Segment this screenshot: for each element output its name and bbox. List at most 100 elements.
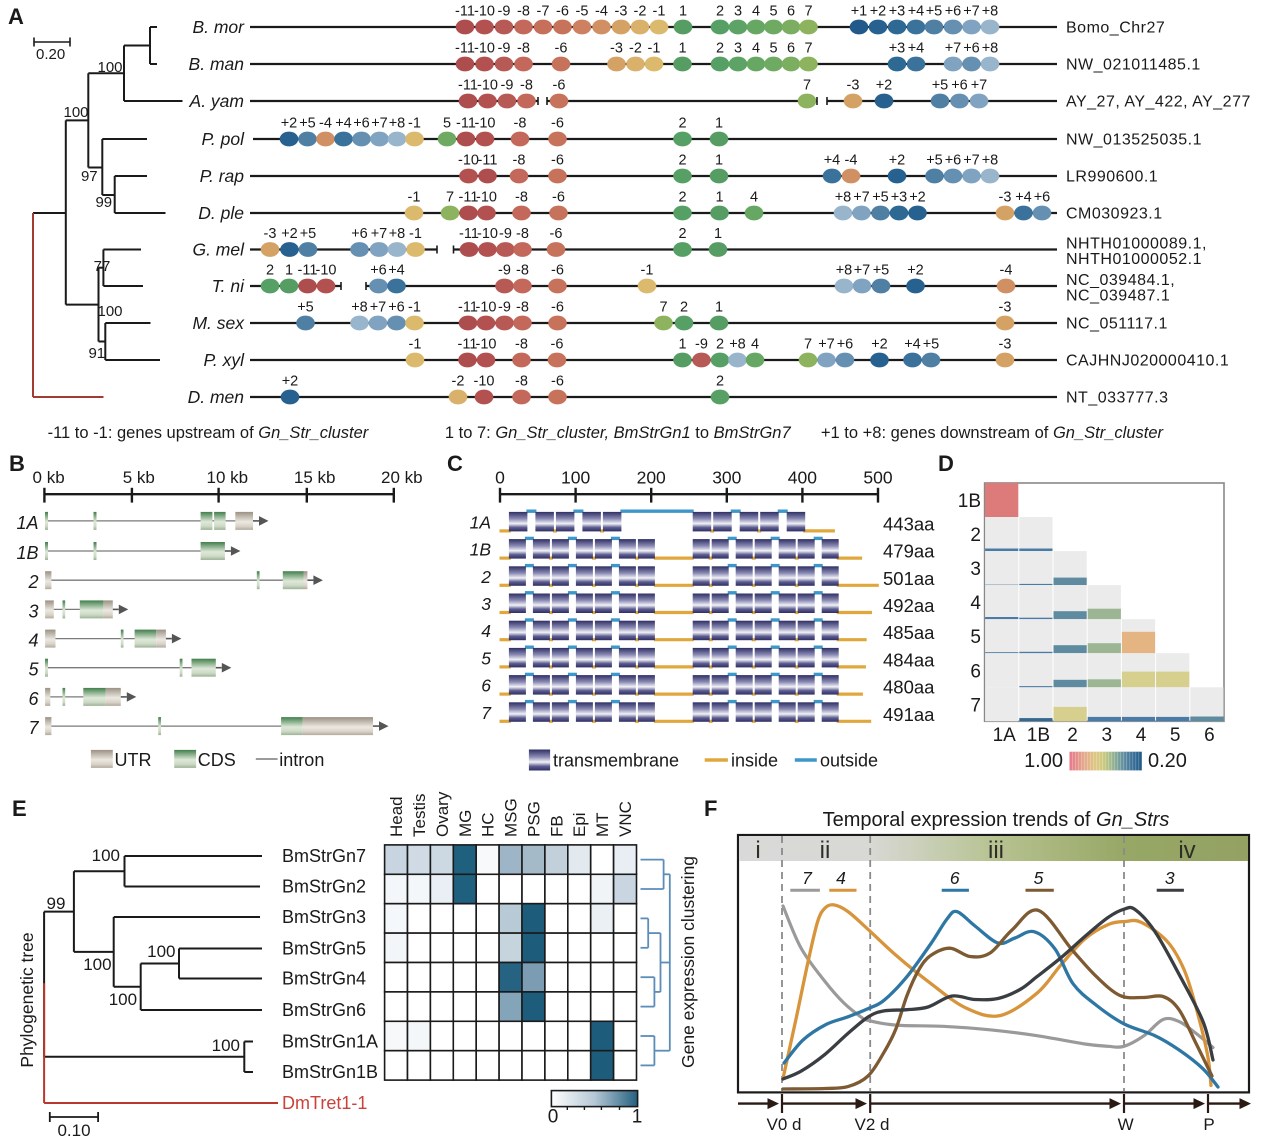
svg-text:2: 2 <box>1067 725 1078 746</box>
svg-text:+6: +6 <box>388 300 405 316</box>
svg-text:P. pol: P. pol <box>202 129 246 149</box>
svg-text:AY_27, AY_422, AY_277: AY_27, AY_422, AY_277 <box>1066 94 1251 111</box>
svg-text:+5: +5 <box>872 190 889 206</box>
svg-text:B. man: B. man <box>189 54 244 74</box>
svg-text:-8: -8 <box>516 226 529 242</box>
svg-text:6: 6 <box>481 676 491 696</box>
svg-text:W: W <box>1118 1115 1134 1134</box>
svg-text:iv: iv <box>1178 837 1195 864</box>
svg-text:100: 100 <box>83 955 111 974</box>
svg-text:0.10: 0.10 <box>57 1121 90 1140</box>
svg-text:300: 300 <box>712 468 741 488</box>
svg-text:-11: -11 <box>455 4 475 20</box>
svg-text:C: C <box>447 451 463 476</box>
svg-text:-3: -3 <box>999 337 1012 353</box>
svg-text:2: 2 <box>678 153 686 169</box>
svg-text:1: 1 <box>714 226 722 242</box>
svg-text:91: 91 <box>88 345 105 362</box>
svg-text:-10: -10 <box>474 41 495 57</box>
svg-text:-10: -10 <box>476 300 497 316</box>
svg-text:+4: +4 <box>335 116 352 132</box>
svg-text:-1: -1 <box>409 226 422 242</box>
svg-text:+4: +4 <box>824 153 841 169</box>
svg-text:-6: -6 <box>556 4 569 20</box>
svg-text:+5: +5 <box>932 78 949 94</box>
svg-text:-6: -6 <box>555 41 568 57</box>
svg-text:2: 2 <box>716 374 724 390</box>
svg-text:+7: +7 <box>371 226 388 242</box>
svg-text:BmStrGn1A: BmStrGn1A <box>282 1032 378 1052</box>
svg-text:-7: -7 <box>537 4 550 20</box>
svg-text:-3: -3 <box>999 300 1012 316</box>
svg-text:-11 to -1: genes upstream of G: -11 to -1: genes upstream of Gn_Str_clus… <box>48 424 370 442</box>
svg-text:6: 6 <box>28 689 39 709</box>
svg-text:BmStrGn6: BmStrGn6 <box>282 1000 366 1020</box>
svg-text:5: 5 <box>481 648 491 668</box>
svg-text:-8: -8 <box>516 263 529 279</box>
svg-text:+7: +7 <box>963 4 980 20</box>
svg-text:4: 4 <box>752 41 760 57</box>
svg-text:1: 1 <box>715 300 723 316</box>
svg-text:BmStrGn5: BmStrGn5 <box>282 939 366 959</box>
svg-text:6: 6 <box>950 868 960 888</box>
svg-text:+8: +8 <box>836 263 853 279</box>
svg-text:4: 4 <box>751 337 759 353</box>
svg-text:DmTret1-1: DmTret1-1 <box>282 1093 367 1113</box>
svg-text:-4: -4 <box>845 153 858 169</box>
svg-text:+5: +5 <box>926 153 943 169</box>
svg-text:-11: -11 <box>458 337 478 353</box>
svg-text:-9: -9 <box>498 4 511 20</box>
svg-text:+7: +7 <box>854 263 871 279</box>
svg-text:intron: intron <box>279 750 324 770</box>
svg-text:100: 100 <box>97 59 122 76</box>
svg-text:-1: -1 <box>641 263 654 279</box>
svg-text:-9: -9 <box>498 41 511 57</box>
svg-text:LR990600.1: LR990600.1 <box>1066 169 1158 186</box>
svg-text:+2: +2 <box>909 190 926 206</box>
svg-text:-4: -4 <box>1000 263 1013 279</box>
svg-text:-8: -8 <box>515 337 528 353</box>
svg-text:-9: -9 <box>695 337 708 353</box>
svg-text:7: 7 <box>28 718 39 738</box>
svg-text:-11: -11 <box>459 226 479 242</box>
svg-text:-6: -6 <box>552 190 565 206</box>
svg-text:3: 3 <box>970 559 981 580</box>
svg-text:+8: +8 <box>729 337 746 353</box>
svg-text:3: 3 <box>1165 868 1175 888</box>
svg-text:5: 5 <box>28 660 39 680</box>
svg-text:+7: +7 <box>945 41 962 57</box>
svg-text:-8: -8 <box>517 4 530 20</box>
svg-text:iii: iii <box>988 837 1004 864</box>
svg-text:NHTH01000089.1,: NHTH01000089.1, <box>1066 236 1207 253</box>
svg-text:VNC: VNC <box>616 801 635 837</box>
svg-text:+5: +5 <box>926 4 943 20</box>
svg-text:-10: -10 <box>316 263 337 279</box>
svg-text:+2: +2 <box>889 153 906 169</box>
svg-text:+8: +8 <box>389 226 406 242</box>
svg-text:G. mel: G. mel <box>192 240 245 260</box>
svg-text:P. xyl: P. xyl <box>203 350 245 370</box>
svg-text:+6: +6 <box>963 41 980 57</box>
svg-text:CM030923.1: CM030923.1 <box>1066 206 1163 223</box>
svg-text:-3: -3 <box>847 78 860 94</box>
svg-text:5 kb: 5 kb <box>123 468 155 487</box>
svg-text:77: 77 <box>94 258 111 275</box>
svg-text:480aa: 480aa <box>883 677 935 698</box>
svg-text:-9: -9 <box>499 226 512 242</box>
svg-text:1A: 1A <box>16 513 38 533</box>
svg-text:P: P <box>1203 1115 1214 1134</box>
svg-text:V2 d: V2 d <box>855 1115 890 1134</box>
svg-text:20 kb: 20 kb <box>381 468 423 487</box>
svg-text:+6: +6 <box>945 153 962 169</box>
svg-text:+8: +8 <box>835 190 852 206</box>
svg-text:+7: +7 <box>818 337 835 353</box>
svg-text:+8: +8 <box>982 4 999 20</box>
svg-text:-6: -6 <box>553 78 566 94</box>
svg-text:-6: -6 <box>551 153 564 169</box>
svg-text:+2: +2 <box>281 116 298 132</box>
svg-text:MSG: MSG <box>502 798 521 837</box>
svg-text:-10: -10 <box>475 116 496 132</box>
svg-text:A. yam: A. yam <box>189 91 244 111</box>
svg-text:100: 100 <box>63 104 88 121</box>
svg-text:2: 2 <box>716 337 724 353</box>
